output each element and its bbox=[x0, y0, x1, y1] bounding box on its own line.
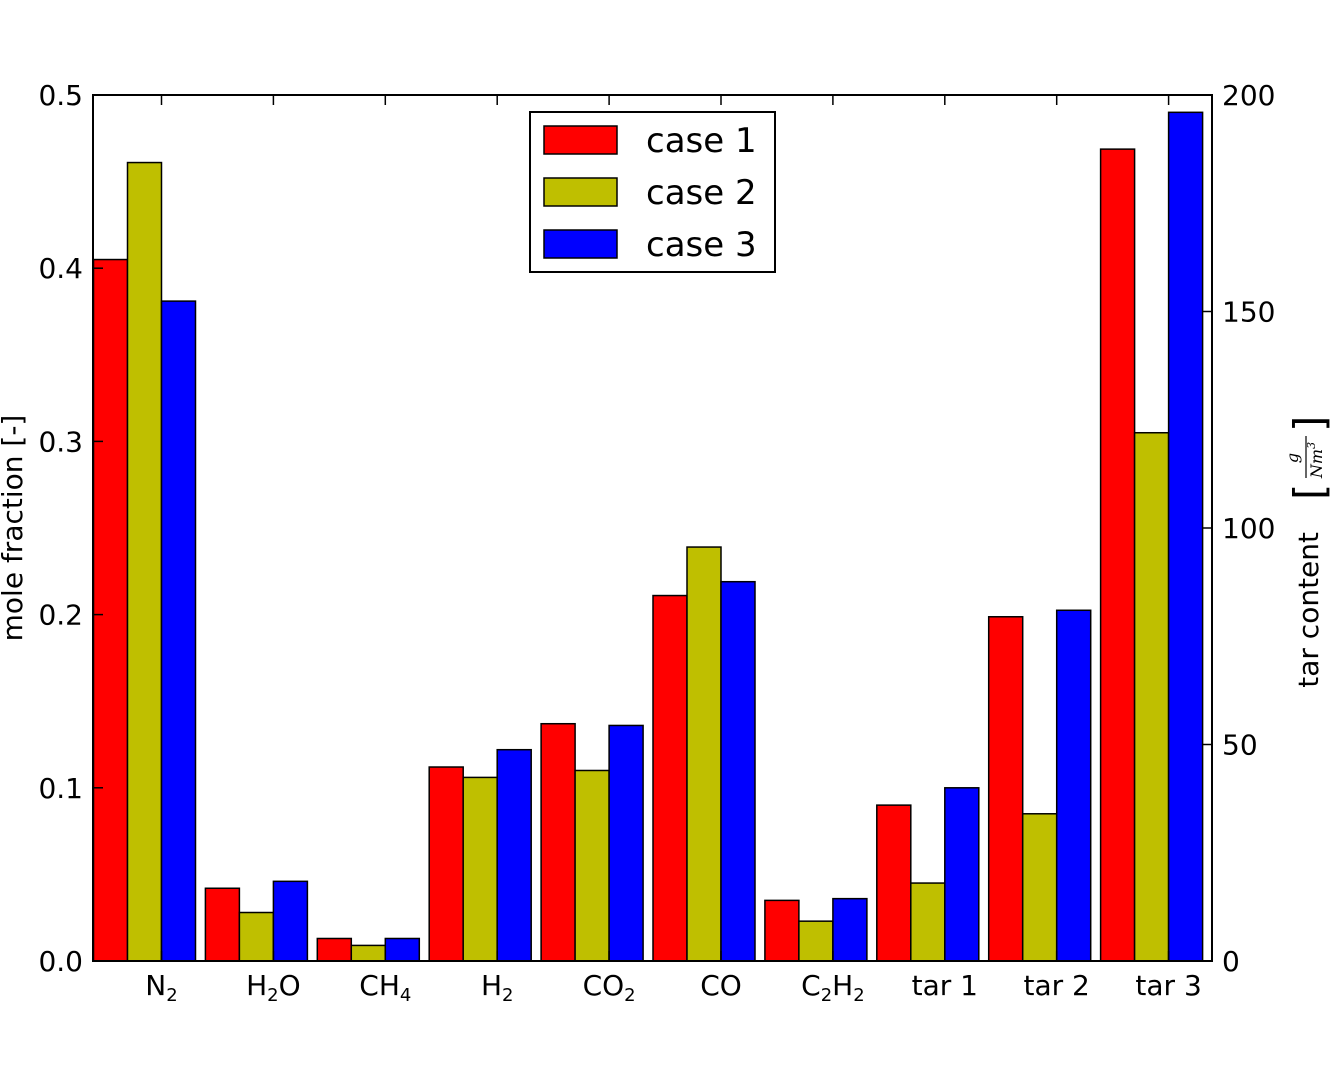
left-tick-label: 0.0 bbox=[38, 945, 83, 978]
bar-10-case-1 bbox=[1099, 148, 1136, 962]
x-tick-label: CH4 bbox=[359, 969, 411, 1006]
right-tick-label: 200 bbox=[1222, 79, 1275, 112]
x-tick-label: CO bbox=[700, 969, 742, 1002]
bar-9-case-1 bbox=[987, 616, 1024, 962]
bar-3-case-2 bbox=[350, 944, 387, 962]
bar-4-case-2 bbox=[462, 776, 498, 962]
bar-6-case-3 bbox=[720, 580, 756, 962]
bars-layer bbox=[92, 111, 1204, 962]
left-tick-label: 0.5 bbox=[38, 79, 83, 112]
x-tick-label: N2 bbox=[145, 969, 177, 1006]
bar-2-case-2 bbox=[238, 911, 275, 962]
legend-label-case-2: case 2 bbox=[646, 173, 757, 213]
x-axis: N2 H2O CH4 H2 CO2 CO C2H2 tar 1 tar 2 tar 3 bbox=[145, 95, 1202, 1006]
bar-9-case-2 bbox=[1021, 813, 1058, 962]
bar-8-case-1 bbox=[876, 804, 912, 962]
bar-2-case-3 bbox=[272, 880, 309, 962]
x-tick-label: H2 bbox=[481, 969, 514, 1006]
bar-4-case-1 bbox=[428, 766, 464, 962]
bar-7-case-1 bbox=[764, 899, 800, 962]
bar-5-case-3 bbox=[608, 724, 644, 962]
legend: case 1 case 2 case 3 bbox=[529, 111, 776, 273]
bar-10-case-3 bbox=[1167, 111, 1204, 962]
bar-3-case-3 bbox=[384, 937, 421, 962]
x-tick-label: H2O bbox=[246, 969, 301, 1006]
right-tick-label: 50 bbox=[1222, 729, 1258, 762]
legend-label-case-1: case 1 bbox=[646, 121, 757, 161]
legend-swatch-case-2 bbox=[543, 177, 618, 207]
right-axis-unit-numerator: g bbox=[1283, 453, 1302, 463]
x-tick-label: CO2 bbox=[583, 969, 636, 1006]
right-tick-label: 150 bbox=[1222, 296, 1275, 329]
bar-3-case-1 bbox=[316, 937, 353, 962]
x-tick-label: tar 2 bbox=[1024, 969, 1090, 1002]
bar-10-case-2 bbox=[1133, 431, 1170, 962]
bar-7-case-2 bbox=[798, 920, 834, 962]
right-tick-label: 0 bbox=[1222, 945, 1240, 978]
right-axis: 0 50 100 150 200 bbox=[1202, 79, 1275, 978]
bar-6-case-1 bbox=[652, 594, 688, 962]
left-axis-label: mole fraction [-] bbox=[0, 415, 29, 642]
right-axis-unit-bracket-right: ] bbox=[1285, 416, 1333, 432]
bar-5-case-1 bbox=[540, 722, 576, 962]
left-tick-label: 0.1 bbox=[38, 772, 83, 805]
left-tick-label: 0.3 bbox=[38, 425, 83, 458]
right-axis-label: tar content bbox=[1292, 532, 1325, 688]
right-axis-label-group: tar content [ g Nm3 ] bbox=[1283, 416, 1333, 688]
left-tick-label: 0.4 bbox=[38, 252, 83, 285]
x-tick-label: tar 1 bbox=[912, 969, 978, 1002]
bar-7-case-3 bbox=[832, 897, 868, 962]
legend-swatch-case-3 bbox=[543, 229, 618, 259]
left-tick-label: 0.2 bbox=[38, 599, 83, 632]
bar-5-case-2 bbox=[574, 769, 610, 962]
bar-6-case-2 bbox=[686, 546, 722, 962]
bar-1-case-3 bbox=[160, 300, 197, 962]
x-tick-label: C2H2 bbox=[801, 969, 865, 1006]
x-tick-label: tar 3 bbox=[1135, 969, 1201, 1002]
bar-2-case-1 bbox=[204, 887, 241, 962]
legend-label-case-3: case 3 bbox=[646, 225, 757, 265]
right-tick-label: 100 bbox=[1222, 512, 1275, 545]
bar-8-case-3 bbox=[944, 787, 980, 962]
bar-9-case-3 bbox=[1055, 609, 1092, 962]
bar-1-case-2 bbox=[126, 161, 163, 962]
bar-1-case-1 bbox=[92, 258, 129, 962]
right-axis-unit-denominator: Nm3 bbox=[1305, 442, 1326, 479]
left-axis: 0.0 0.1 0.2 0.3 0.4 0.5 bbox=[38, 79, 103, 978]
legend-swatch-case-1 bbox=[543, 125, 618, 155]
bar-4-case-3 bbox=[496, 748, 532, 962]
right-axis-unit-bracket-left: [ bbox=[1285, 484, 1333, 500]
bar-8-case-2 bbox=[910, 882, 946, 962]
